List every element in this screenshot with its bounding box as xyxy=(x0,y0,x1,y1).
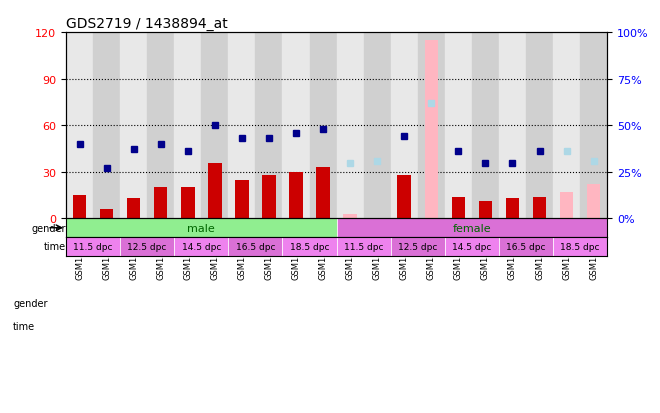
Bar xyxy=(472,33,499,219)
FancyBboxPatch shape xyxy=(282,237,337,256)
Bar xyxy=(127,199,141,219)
Bar xyxy=(181,188,195,219)
FancyBboxPatch shape xyxy=(174,237,228,256)
Bar xyxy=(343,214,357,219)
Text: 11.5 dpc: 11.5 dpc xyxy=(73,242,113,251)
Bar xyxy=(316,168,330,219)
Bar xyxy=(526,33,553,219)
Bar xyxy=(262,176,276,219)
FancyBboxPatch shape xyxy=(499,237,553,256)
Bar xyxy=(553,33,580,219)
Text: female: female xyxy=(453,223,491,233)
Bar xyxy=(255,33,282,219)
Text: gender: gender xyxy=(13,299,48,309)
Text: 14.5 dpc: 14.5 dpc xyxy=(452,242,492,251)
Bar xyxy=(201,33,228,219)
Bar xyxy=(560,192,574,219)
Bar xyxy=(282,33,310,219)
Text: time: time xyxy=(44,242,66,252)
FancyBboxPatch shape xyxy=(120,237,174,256)
Text: 14.5 dpc: 14.5 dpc xyxy=(182,242,221,251)
FancyBboxPatch shape xyxy=(66,237,120,256)
Text: time: time xyxy=(13,321,36,331)
Bar xyxy=(289,173,303,219)
Bar xyxy=(174,33,201,219)
Text: 18.5 dpc: 18.5 dpc xyxy=(560,242,600,251)
FancyBboxPatch shape xyxy=(391,237,445,256)
Bar xyxy=(397,176,411,219)
Text: male: male xyxy=(187,223,215,233)
Bar xyxy=(533,197,546,219)
Bar xyxy=(418,33,445,219)
FancyBboxPatch shape xyxy=(337,237,391,256)
Bar xyxy=(364,33,391,219)
Bar xyxy=(478,202,492,219)
Text: gender: gender xyxy=(32,223,66,233)
Text: GDS2719 / 1438894_at: GDS2719 / 1438894_at xyxy=(66,17,228,31)
FancyBboxPatch shape xyxy=(553,237,607,256)
Bar xyxy=(587,185,601,219)
Bar xyxy=(154,188,168,219)
Bar xyxy=(451,197,465,219)
Text: 11.5 dpc: 11.5 dpc xyxy=(344,242,383,251)
Bar xyxy=(337,33,364,219)
FancyBboxPatch shape xyxy=(66,219,337,237)
Bar xyxy=(73,196,86,219)
Bar xyxy=(208,163,222,219)
Bar xyxy=(100,210,114,219)
Bar xyxy=(310,33,337,219)
Text: 16.5 dpc: 16.5 dpc xyxy=(506,242,546,251)
Bar xyxy=(120,33,147,219)
Bar xyxy=(499,33,526,219)
FancyBboxPatch shape xyxy=(445,237,499,256)
Text: 18.5 dpc: 18.5 dpc xyxy=(290,242,329,251)
Bar xyxy=(147,33,174,219)
Bar xyxy=(391,33,418,219)
Bar xyxy=(580,33,607,219)
Bar xyxy=(235,180,249,219)
FancyBboxPatch shape xyxy=(228,237,282,256)
Text: 16.5 dpc: 16.5 dpc xyxy=(236,242,275,251)
Text: 12.5 dpc: 12.5 dpc xyxy=(127,242,167,251)
Bar xyxy=(424,41,438,219)
Bar xyxy=(445,33,472,219)
FancyBboxPatch shape xyxy=(337,219,607,237)
Bar xyxy=(506,199,519,219)
Bar xyxy=(228,33,255,219)
Text: 12.5 dpc: 12.5 dpc xyxy=(398,242,438,251)
Bar xyxy=(93,33,120,219)
Bar xyxy=(66,33,93,219)
